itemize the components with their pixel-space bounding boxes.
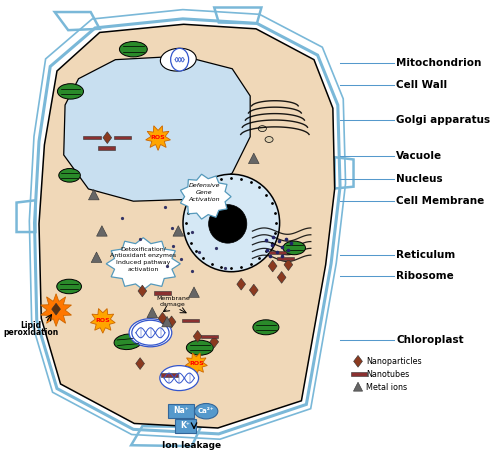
Polygon shape [39,24,335,428]
Polygon shape [268,260,277,272]
Polygon shape [138,285,146,297]
Ellipse shape [253,320,279,335]
Polygon shape [136,358,144,369]
Bar [182,318,200,322]
Polygon shape [96,226,108,236]
Ellipse shape [283,241,306,255]
Text: ROS: ROS [96,318,110,323]
Bar [114,136,131,140]
FancyBboxPatch shape [168,404,194,418]
Polygon shape [185,353,208,375]
Text: Detoxification/: Detoxification/ [120,246,166,251]
Polygon shape [167,316,176,328]
Text: Nanoparticles: Nanoparticles [366,357,422,366]
Text: damage: damage [160,302,186,307]
Text: Antioxidant enzymes: Antioxidant enzymes [110,253,176,258]
Ellipse shape [58,84,84,99]
Bar [201,334,218,338]
Text: Nanotubes: Nanotubes [366,369,410,379]
Polygon shape [91,252,102,263]
Ellipse shape [186,340,214,355]
Ellipse shape [129,318,172,347]
Text: Cell Wall: Cell Wall [396,80,448,90]
Text: Induced pathway: Induced pathway [116,260,170,265]
Text: Cell Membrane: Cell Membrane [396,196,484,206]
Polygon shape [193,330,202,342]
Ellipse shape [57,279,82,294]
Polygon shape [146,126,171,151]
Bar [98,147,115,150]
Ellipse shape [160,366,198,390]
Text: Ribosome: Ribosome [396,271,454,281]
Ellipse shape [258,126,266,131]
Text: Ion leakage: Ion leakage [162,441,222,450]
Ellipse shape [59,168,80,182]
Text: ROS: ROS [150,135,166,140]
Text: Lipid: Lipid [20,320,42,329]
Polygon shape [158,312,167,324]
Ellipse shape [120,41,148,57]
Text: Golgi apparatus: Golgi apparatus [396,115,490,125]
Polygon shape [106,238,180,290]
Polygon shape [237,278,246,290]
Bar [352,373,366,376]
Polygon shape [354,355,362,367]
Text: Mitochondrion: Mitochondrion [396,58,482,68]
Ellipse shape [170,48,188,71]
Text: Activation: Activation [188,197,220,202]
Ellipse shape [208,205,247,243]
FancyBboxPatch shape [175,419,196,433]
Bar [161,373,178,377]
Polygon shape [180,174,231,219]
Text: activation: activation [128,267,159,272]
Polygon shape [354,382,362,391]
Polygon shape [64,56,250,201]
Bar [154,292,171,295]
Text: Membrane: Membrane [156,296,190,301]
Polygon shape [40,294,72,326]
Polygon shape [188,287,200,298]
Text: Gene: Gene [196,190,212,195]
Polygon shape [52,303,60,315]
Text: Vacuole: Vacuole [396,151,442,161]
Text: Ca²⁺: Ca²⁺ [198,408,214,414]
Polygon shape [248,153,259,164]
Text: Reticulum: Reticulum [396,250,456,260]
Polygon shape [250,284,258,296]
Ellipse shape [160,48,196,71]
Polygon shape [90,308,115,333]
Ellipse shape [265,136,273,142]
Ellipse shape [114,334,142,349]
Polygon shape [147,307,158,318]
Text: Defensive: Defensive [188,183,220,188]
Text: Metal ions: Metal ions [366,383,407,392]
Bar [276,257,294,260]
Polygon shape [278,272,286,283]
Ellipse shape [132,320,169,345]
Text: Na⁺: Na⁺ [173,406,189,415]
Text: K⁺: K⁺ [180,421,190,430]
Text: Nucleus: Nucleus [396,173,443,183]
Ellipse shape [194,404,218,419]
Polygon shape [284,259,293,271]
Polygon shape [210,336,218,348]
Polygon shape [88,189,99,200]
Bar [268,251,285,254]
Polygon shape [162,316,172,327]
Polygon shape [103,132,112,144]
Polygon shape [173,226,184,236]
Ellipse shape [183,174,280,272]
Text: ROS: ROS [189,361,204,366]
Text: peroxidation: peroxidation [4,328,58,337]
Bar [84,136,100,140]
Text: Chloroplast: Chloroplast [396,335,464,345]
